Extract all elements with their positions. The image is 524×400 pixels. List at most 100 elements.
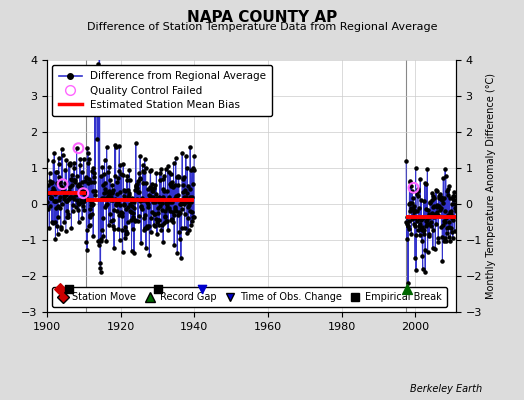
Point	[44, 182, 52, 188]
Point	[144, 186, 152, 192]
Point	[114, 199, 122, 205]
Point	[438, 197, 446, 204]
Point	[57, 224, 65, 230]
Point	[106, 190, 115, 196]
Point	[186, 194, 194, 200]
Point	[128, 198, 136, 205]
Point	[173, 192, 182, 198]
Point	[83, 160, 92, 166]
Point	[104, 195, 112, 201]
Point	[66, 194, 74, 201]
Point	[119, 192, 128, 199]
Point	[408, 188, 416, 194]
Point	[171, 155, 180, 161]
Point	[62, 156, 71, 163]
Point	[168, 179, 177, 185]
Point	[402, 158, 410, 164]
Point	[133, 180, 141, 187]
Point	[93, 78, 101, 85]
Point	[187, 222, 195, 228]
Point	[190, 214, 198, 220]
Point	[170, 212, 178, 218]
Point	[430, 214, 438, 220]
Point	[109, 186, 117, 193]
Point	[155, 217, 163, 223]
Point	[60, 218, 69, 225]
Point	[110, 226, 118, 232]
Point	[69, 202, 78, 208]
Point	[150, 211, 158, 218]
Point	[98, 226, 106, 233]
Point	[198, 286, 206, 292]
Point	[70, 177, 79, 183]
Point	[59, 185, 67, 192]
Point	[48, 219, 56, 225]
Point	[64, 160, 73, 167]
Point	[100, 195, 108, 202]
Point	[71, 192, 80, 198]
Point	[159, 239, 167, 246]
Point	[91, 192, 100, 198]
Point	[131, 218, 139, 224]
Point	[160, 187, 169, 194]
Point	[117, 210, 125, 216]
Point	[431, 212, 439, 219]
Point	[442, 215, 450, 222]
Point	[74, 145, 83, 151]
Point	[57, 182, 66, 189]
Point	[143, 196, 151, 203]
Point	[92, 92, 100, 99]
Point	[446, 207, 455, 214]
Point	[69, 194, 77, 200]
Point	[124, 204, 133, 210]
Point	[139, 168, 147, 174]
Point	[97, 238, 105, 244]
Point	[129, 198, 138, 205]
Point	[110, 207, 118, 213]
Point	[162, 218, 170, 224]
Point	[152, 219, 161, 225]
Point	[184, 226, 193, 233]
Point	[103, 168, 112, 175]
Point	[402, 236, 411, 242]
Point	[64, 213, 72, 220]
Point	[189, 165, 197, 172]
Point	[118, 227, 126, 234]
Point	[137, 194, 146, 201]
Point	[424, 214, 432, 220]
Point	[49, 157, 58, 164]
Point	[93, 70, 102, 76]
Point	[66, 162, 74, 168]
Point	[60, 193, 68, 199]
Point	[108, 182, 116, 188]
Point	[47, 180, 55, 186]
Point	[137, 204, 146, 211]
Point	[437, 196, 445, 202]
Point	[422, 223, 431, 230]
Point	[84, 180, 92, 186]
Point	[408, 216, 416, 222]
Point	[433, 212, 442, 218]
Point	[164, 199, 172, 205]
Point	[140, 168, 148, 175]
Point	[68, 182, 77, 188]
Point	[114, 174, 122, 181]
Point	[443, 212, 452, 218]
Point	[179, 182, 188, 188]
Point	[436, 190, 444, 197]
Point	[165, 205, 173, 211]
Point	[416, 221, 424, 227]
Point	[97, 194, 106, 201]
Point	[153, 195, 161, 201]
Point	[51, 198, 59, 204]
Point	[429, 245, 437, 251]
Point	[167, 180, 176, 186]
Point	[95, 38, 104, 44]
Point	[50, 150, 58, 156]
Point	[119, 202, 128, 208]
Point	[177, 255, 185, 262]
Point	[129, 214, 138, 220]
Point	[107, 190, 116, 196]
Point	[87, 202, 95, 208]
Point	[56, 194, 64, 200]
